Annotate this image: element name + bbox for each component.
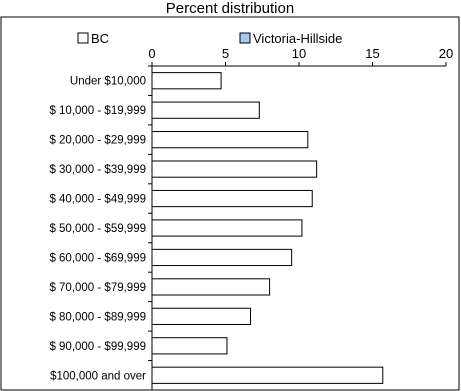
legend-label-victoria-hillside: Victoria-Hillside: [253, 31, 342, 46]
bar-bc: [151, 131, 309, 149]
legend: BC Victoria-Hillside: [77, 31, 342, 46]
category-label: $ 10,000 - $19,999: [49, 105, 146, 117]
category-label: $ 20,000 - $29,999: [49, 135, 146, 147]
bar-bc: [151, 366, 384, 384]
category-label: $ 60,000 - $69,999: [49, 252, 146, 264]
bar-bc: [151, 337, 228, 355]
x-tick-label: 0: [148, 46, 155, 61]
category-label: $ 70,000 - $79,999: [49, 282, 146, 294]
x-tick-label: 10: [292, 46, 306, 61]
bar-bc: [151, 248, 293, 267]
category-label: $100,000 and over: [50, 370, 146, 382]
bar-bc: [151, 189, 313, 208]
category-label: Under $10,000: [70, 76, 146, 88]
bar-bc: [151, 219, 303, 237]
category-label: $ 90,000 - $99,999: [49, 341, 146, 353]
y-axis: Under $10,000 $ 10,000 - $19,999 $ 20,000 …: [49, 65, 153, 390]
x-axis: 0 5 10 15 20: [148, 46, 453, 67]
x-tick-label: 5: [222, 46, 229, 61]
chart-frame: [0, 16, 460, 391]
bar-bc: [151, 160, 318, 178]
category-label: $ 50,000 - $59,999: [49, 223, 146, 235]
legend-swatch-victoria-hillside: [239, 32, 251, 44]
legend-swatch-bc: [77, 32, 89, 44]
bar-bc: [151, 307, 251, 325]
x-tick-label: 20: [439, 46, 453, 61]
bar-bc: [151, 101, 260, 119]
category-label: $ 80,000 - $89,999: [49, 311, 146, 323]
category-label: $ 40,000 - $49,999: [49, 194, 146, 206]
chart-title: Percent distribution: [166, 0, 294, 17]
legend-label-bc: BC: [91, 31, 109, 46]
bars: [151, 72, 384, 384]
x-tick-label: 15: [365, 46, 379, 61]
category-label: $ 30,000 - $39,999: [49, 164, 146, 176]
bar-bc: [151, 72, 222, 90]
bar-bc: [151, 278, 271, 296]
